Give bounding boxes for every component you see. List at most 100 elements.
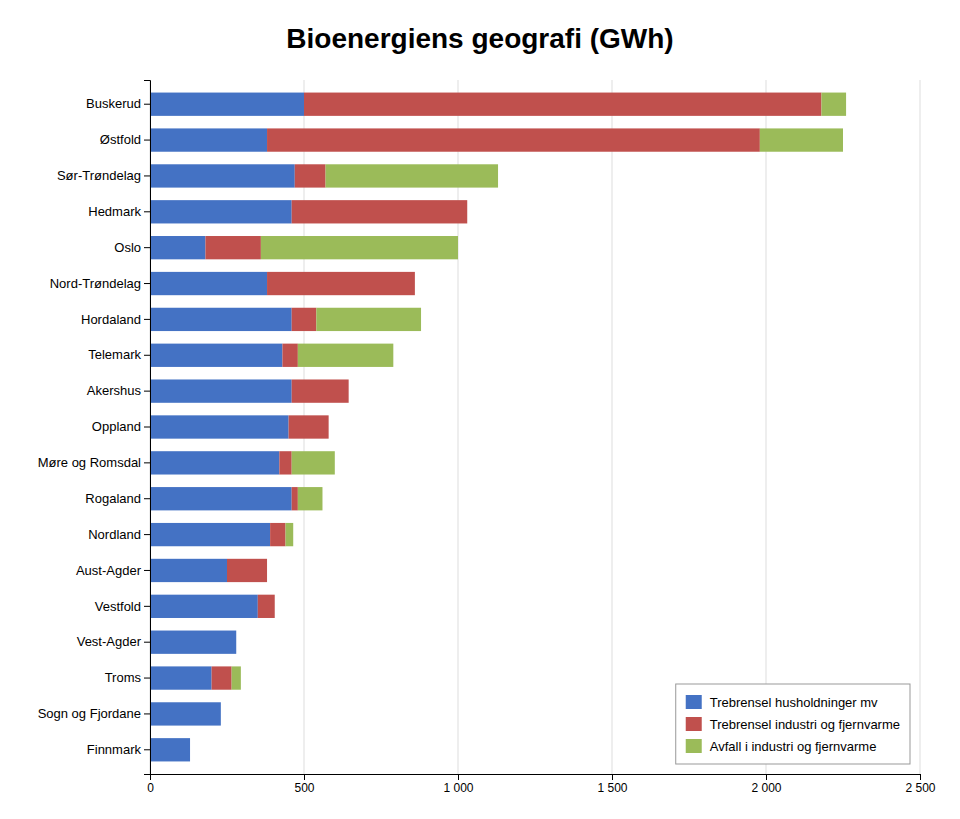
bar	[227, 559, 267, 582]
y-tick-mark	[144, 283, 150, 284]
y-tick-mark	[144, 678, 150, 679]
legend: Trebrensel husholdninger mvTrebrensel in…	[676, 684, 910, 764]
y-tick-mark	[144, 713, 150, 714]
bar	[292, 200, 468, 223]
bar	[282, 344, 297, 367]
y-tick: Hedmark	[88, 204, 150, 219]
x-tick-label: 2 500	[905, 781, 935, 795]
x-tick-mark	[304, 774, 305, 780]
bar	[150, 308, 292, 331]
y-tick-mark	[144, 355, 150, 356]
y-tick: Sogn og Fjordane	[38, 706, 150, 721]
legend-swatch	[686, 739, 702, 753]
y-axis: BuskerudØstfoldSør-TrøndelagHedmarkOsloN…	[38, 81, 151, 775]
bar	[150, 523, 270, 546]
y-tick: Møre og Romsdal	[38, 455, 150, 470]
x-axis: 05001 0001 5002 0002 500	[147, 774, 936, 795]
legend-swatch	[686, 717, 702, 731]
bar	[348, 379, 349, 402]
bar	[236, 631, 237, 654]
bar	[326, 164, 498, 187]
y-tick: Rogaland	[85, 491, 150, 506]
bar	[279, 451, 291, 474]
grid-line	[766, 80, 767, 774]
y-tick-mark	[144, 319, 150, 320]
bar	[286, 523, 294, 546]
y-tick-label: Finnmark	[87, 742, 142, 757]
y-tick-mark	[144, 498, 150, 499]
bar	[150, 487, 292, 510]
bar	[232, 666, 241, 689]
bar	[150, 93, 304, 116]
y-tick-mark	[144, 749, 150, 750]
y-tick: Buskerud	[86, 96, 150, 111]
y-tick: Vest-Agder	[77, 634, 150, 649]
y-tick-label: Oslo	[114, 240, 141, 255]
y-tick-label: Hordaland	[81, 312, 141, 327]
y-tick: Telemark	[88, 347, 150, 362]
y-tick: Aust-Agder	[76, 563, 150, 578]
legend-swatch	[686, 695, 702, 709]
bar	[292, 308, 317, 331]
bar	[220, 702, 221, 725]
bar	[316, 308, 421, 331]
y-tick-mark	[144, 606, 150, 607]
bar	[267, 559, 268, 582]
y-tick-mark	[144, 427, 150, 428]
grid-line	[612, 80, 613, 774]
bars	[150, 93, 846, 762]
y-tick-mark	[144, 175, 150, 176]
legend-box	[676, 684, 910, 764]
bar	[270, 523, 285, 546]
bar	[295, 164, 326, 187]
x-tick-mark	[766, 774, 767, 780]
bar	[821, 93, 846, 116]
y-tick-mark	[144, 642, 150, 643]
x-tick: 1 500	[597, 774, 627, 795]
bar	[304, 93, 821, 116]
bar	[236, 631, 237, 654]
bar	[150, 415, 289, 438]
grid-line	[920, 80, 921, 774]
bar	[414, 272, 415, 295]
y-tick-label: Buskerud	[86, 96, 141, 111]
bar	[150, 451, 279, 474]
bar	[261, 236, 458, 259]
y-tick: Nord-Trøndelag	[50, 276, 150, 291]
bar	[150, 344, 282, 367]
bar	[150, 559, 227, 582]
x-tick-label: 1 500	[597, 781, 627, 795]
y-tick-label: Telemark	[88, 347, 141, 362]
bar	[190, 738, 191, 761]
y-tick-mark	[144, 211, 150, 212]
y-tick: Troms	[105, 670, 150, 685]
bar	[274, 595, 275, 618]
x-tick: 0	[147, 774, 154, 795]
bar	[220, 702, 221, 725]
grid	[150, 80, 920, 774]
x-tick-mark	[612, 774, 613, 780]
bar	[292, 487, 298, 510]
bar	[760, 128, 843, 151]
y-tick-label: Sør-Trøndelag	[57, 168, 141, 183]
y-tick-label: Aust-Agder	[76, 563, 142, 578]
y-tick-label: Nordland	[88, 527, 141, 542]
y-tick: Akershus	[87, 383, 150, 398]
bar	[150, 631, 236, 654]
x-tick-label: 0	[147, 781, 154, 795]
legend-item: Trebrensel industri og fjernvarme	[686, 717, 900, 732]
x-tick: 2 500	[905, 774, 935, 795]
y-tick: Oslo	[114, 240, 150, 255]
y-tick: Oppland	[92, 419, 150, 434]
y-tick-label: Vestfold	[95, 598, 141, 613]
bar	[258, 595, 275, 618]
y-tick: Finnmark	[87, 742, 150, 757]
bar	[150, 595, 258, 618]
y-tick-mark	[144, 140, 150, 141]
bar	[150, 666, 212, 689]
x-tick-mark	[920, 774, 921, 780]
y-tick-label: Oppland	[92, 419, 141, 434]
y-tick-label: Hedmark	[88, 204, 141, 219]
bar	[289, 415, 329, 438]
bar	[267, 272, 415, 295]
